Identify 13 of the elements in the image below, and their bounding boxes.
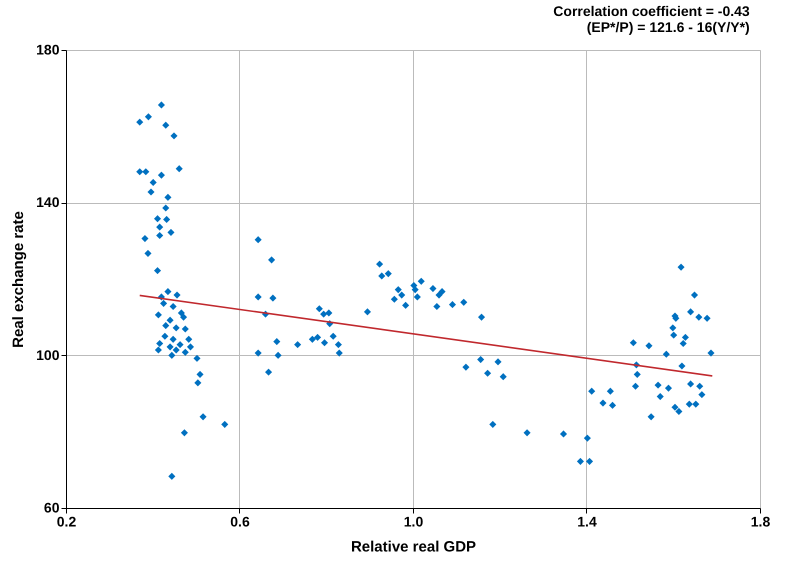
- y-tick-label: 60: [44, 500, 60, 516]
- x-tick-label: 0.6: [230, 514, 250, 530]
- x-axis-title: Relative real GDP: [350, 538, 476, 556]
- y-axis-title: Real exchange rate: [10, 211, 28, 348]
- text: Correlation coefficient = -0.43: [553, 3, 750, 19]
- text: (EP*/P) = 121.6 - 16(Y/Y*): [586, 19, 750, 35]
- x-tick-label: 1.4: [577, 514, 597, 530]
- x-tick-label: 0.2: [56, 514, 76, 530]
- y-tick-label: 140: [36, 194, 60, 210]
- y-tick-label: 180: [36, 42, 60, 58]
- x-tick-label: 1.0: [404, 514, 424, 530]
- x-tick-label: 1.8: [750, 514, 770, 530]
- y-tick-label: 100: [36, 346, 60, 363]
